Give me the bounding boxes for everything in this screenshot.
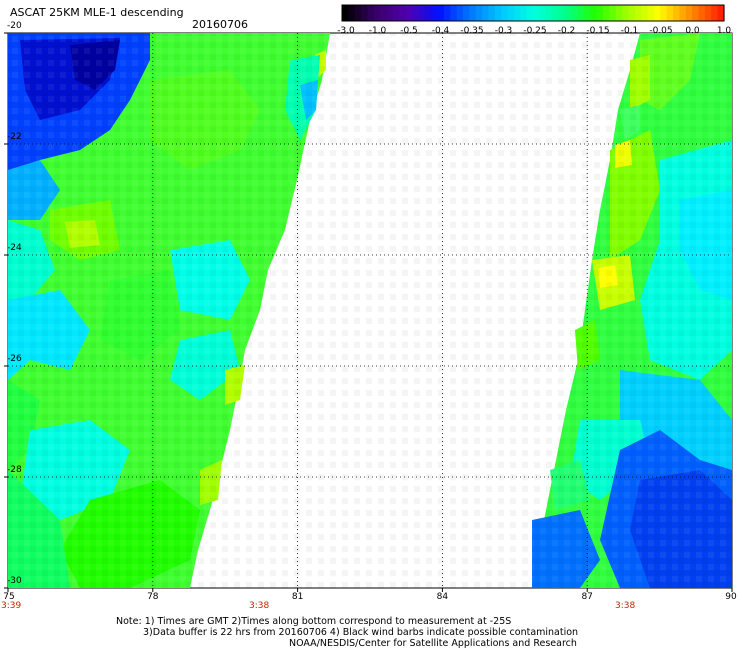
colorbar-segment [603,5,610,21]
colorbar-segment [571,5,579,21]
colorbar-segment [577,5,585,21]
colorbar-segment [526,5,534,21]
colorbar-segment [692,5,700,21]
colorbar-tick-label: -1.0 [368,26,387,36]
colorbar-segment [717,5,725,21]
longitude-label: 75 [3,592,15,602]
latitude-label: -22 [7,132,22,142]
colorbar-segment [711,5,719,21]
colorbar-segment [660,5,668,21]
colorbar-segment [361,5,369,21]
colorbar-segment [564,5,572,21]
colorbar-segment [673,5,681,21]
colorbar-segment [424,5,432,21]
colorbar-segment [647,5,655,21]
latitude-label: -28 [7,465,22,475]
colorbar-segment [399,5,407,21]
colorbar-segment [488,5,496,21]
colorbar-segment [596,5,604,21]
note-line-3: NOAA/NESDIS/Center for Satellite Applica… [289,638,577,649]
colorbar-segment [552,5,560,21]
colorbar-tick-label: -0.05 [649,26,673,36]
time-label-left: 3:39 [1,601,22,611]
colorbar-segment [373,5,381,21]
colorbar [341,4,725,22]
colorbar-tick-label: -0.1 [620,26,639,36]
colorbar-tick-label: -3.0 [337,26,355,36]
colorbar-segment [558,5,566,21]
map-date: 20160706 [192,18,248,31]
map-title: ASCAT 25KM MLE-1 descending [10,6,184,19]
colorbar-tick-label: 1.0 [716,26,732,36]
colorbar-segment [443,5,451,21]
colorbar-segment [386,5,394,21]
colorbar-segment [354,5,362,21]
longitude-label: 81 [291,592,304,602]
colorbar-segment [545,5,553,21]
longitude-label: 90 [725,592,737,602]
colorbar-segment [380,5,388,21]
colorbar-segment [704,5,712,21]
swath-data [8,33,732,588]
colorbar-segment [666,5,674,21]
colorbar-segment [520,5,528,21]
longitude-label: 87 [581,592,593,602]
colorbar-segment [412,5,419,21]
colorbar-segment [475,5,483,21]
colorbar-segment [513,5,521,21]
colorbar-segment [583,5,591,21]
colorbar-segment [628,5,636,21]
lat-lon-grid [8,33,732,588]
longitude-label: 84 [436,592,449,602]
latitude-label: -26 [7,354,22,364]
colorbar-segment [450,5,458,21]
colorbar-tick-label: -0.35 [460,26,484,36]
colorbar-segment [615,5,623,21]
colorbar-segment [469,5,477,21]
colorbar-tick-label: -0.15 [586,26,610,36]
colorbar-frame [341,4,725,22]
colorbar-segment [405,5,413,21]
colorbar-segment [698,5,706,21]
colorbar-tick-label: -0.5 [400,26,418,36]
latitude-label: -30 [7,576,22,586]
colorbar-segment [482,5,490,21]
colorbar-segment [342,5,349,21]
colorbar-segment [634,5,642,21]
colorbar-segment [431,5,439,21]
colorbar-segment [609,5,617,21]
colorbar-segment [418,5,426,21]
colorbar-tick-label: -0.4 [431,26,450,36]
colorbar-tick-label: -0.3 [494,26,513,36]
colorbar-segment [348,5,356,21]
colorbar-segment [501,5,509,21]
colorbar-segment [437,5,445,21]
colorbar-tick-label: -0.2 [557,26,576,36]
colorbar-segment [539,5,547,21]
colorbar-segment [653,5,661,21]
colorbar-tick-label: 0.0 [685,26,700,36]
colorbar-tick-label: -0.25 [523,26,547,36]
colorbar-segment [367,5,375,21]
colorbar-segment [392,5,400,21]
colorbar-segment [622,5,630,21]
colorbar-segment [456,5,464,21]
colorbar-segment [590,5,598,21]
time-label-center: 3:38 [249,601,270,611]
note-line-1: Note: 1) Times are GMT 2)Times along bot… [116,616,512,627]
note-line-2: 3)Data buffer is 22 hrs from 20160706 4)… [143,627,579,638]
colorbar-segment [685,5,693,21]
latitude-label: -24 [7,243,22,253]
axis-ticks [4,32,733,592]
colorbar-segment [494,5,502,21]
colorbar-segment [679,5,687,21]
colorbar-segment [462,5,470,21]
colorbar-segment [533,5,540,21]
longitude-label: 78 [147,592,159,602]
colorbar-segment [641,5,649,21]
latitude-label: -20 [7,21,22,31]
time-label-right: 3:38 [615,601,636,611]
colorbar-segment [507,5,515,21]
